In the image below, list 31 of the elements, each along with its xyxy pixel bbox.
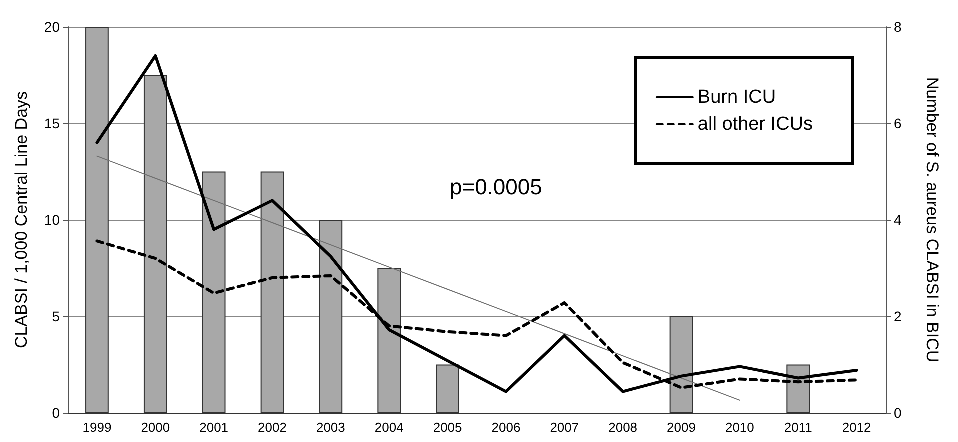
- x-tick-label: 2008: [608, 420, 638, 435]
- y-tick-label: 10: [44, 212, 60, 228]
- x-tick-label: 2003: [316, 420, 346, 435]
- y-axis-title: CLABSI / 1,000 Central Line Days: [12, 91, 31, 349]
- x-tick-label: 2010: [725, 420, 754, 435]
- y-tick-label: 5: [52, 308, 60, 324]
- x-tick-label: 2009: [667, 420, 696, 435]
- y-tick-label: 20: [44, 19, 60, 35]
- y2-tick-label: 2: [894, 308, 902, 324]
- line-series: [96, 156, 740, 401]
- line-series: [96, 54, 858, 394]
- y2-axis-title: Number of S. aureus CLABSI in BICU: [923, 77, 942, 363]
- x-tick-label: 2004: [374, 420, 404, 435]
- x-tick-label: 2007: [550, 420, 580, 435]
- y2-tick-label: 4: [894, 212, 902, 228]
- y-tick-label: 15: [44, 116, 60, 132]
- x-tick-label: 2002: [258, 420, 287, 435]
- y-tick-label: 0: [52, 405, 60, 421]
- x-tick-label: 2005: [433, 420, 462, 435]
- legend-label: Burn ICU: [698, 87, 776, 108]
- legend-label: all other ICUs: [698, 114, 814, 135]
- x-tick-label: 2011: [784, 420, 812, 435]
- x-tick-label: 2012: [842, 420, 872, 435]
- x-tick-label: 2006: [492, 420, 521, 435]
- annotation: p=0.0005: [450, 174, 542, 200]
- y2-tick-label: 6: [894, 116, 902, 132]
- y2-tick-label: 8: [894, 19, 902, 35]
- x-tick-label: 1999: [82, 420, 112, 435]
- x-tick-label: 2000: [141, 420, 170, 435]
- y2-tick-label: 0: [894, 405, 902, 421]
- x-tick-label: 2001: [200, 420, 229, 435]
